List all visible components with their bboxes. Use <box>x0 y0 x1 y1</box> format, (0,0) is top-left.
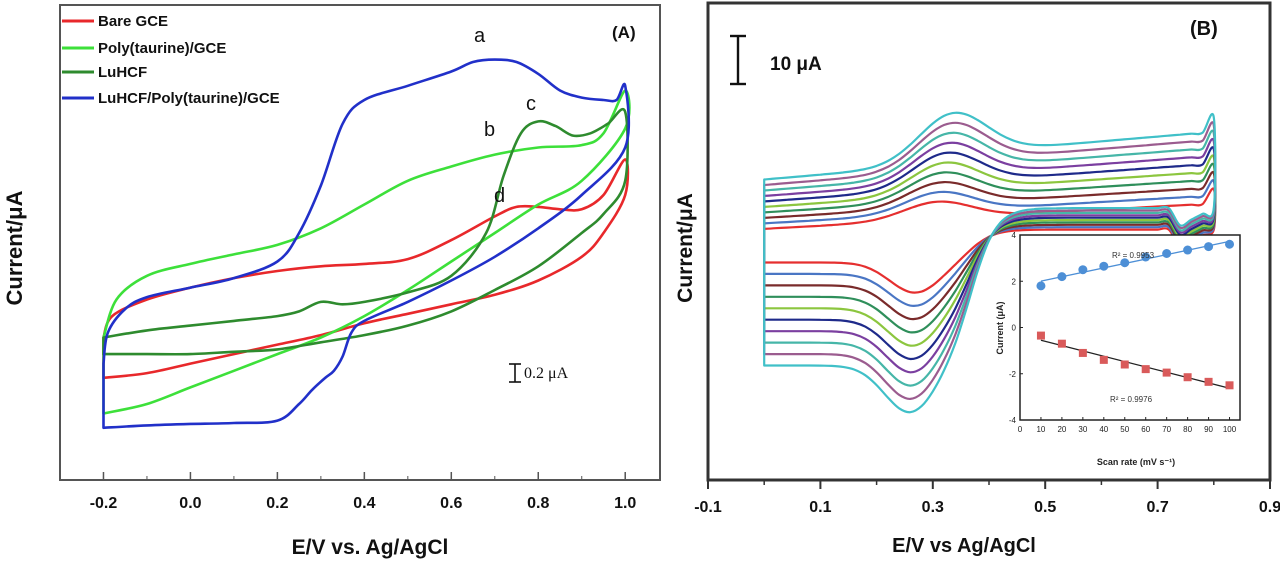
legend-label-poly-taurine: Poly(taurine)/GCE <box>98 40 226 57</box>
panel-a-x-tick-label: 1.0 <box>614 495 636 512</box>
inset-point-anodic <box>1057 272 1067 282</box>
legend-label-luhcf-poly-taurine: LuHCF/Poly(taurine)/GCE <box>98 90 280 107</box>
panel-a-x-tick-label: 0.4 <box>353 495 375 512</box>
panel-a-legend: Bare GCE Poly(taurine)/GCE LuHCF LuHCF/P… <box>62 13 280 107</box>
panel-b-x-tick-label: -0.1 <box>694 499 722 516</box>
inset-point-cathodic <box>1183 373 1192 382</box>
panel-a-x-tick-label: 0.0 <box>179 495 201 512</box>
curve-label-d: d <box>494 185 505 207</box>
cv-curve-100-mv-s <box>763 111 1217 414</box>
panel-b-x-tick-label: 0.3 <box>922 499 944 516</box>
panel-b-x-ticks: -0.1 0.1 0.3 0.5 0.7 0.9 <box>694 480 1280 516</box>
inset-point-cathodic <box>1225 381 1234 390</box>
inset-x-tick-label: 10 <box>1036 425 1045 434</box>
inset-point-anodic <box>1183 245 1193 255</box>
inset-point-cathodic <box>1036 331 1045 340</box>
inset-point-cathodic <box>1057 339 1066 348</box>
panel-b: -0.1 0.1 0.3 0.5 0.7 0.9 10 μA (B) 0 10 20 30 40 5… <box>674 1 1280 557</box>
inset-x-tick-label: 80 <box>1183 425 1192 434</box>
inset-fit-line-anodic <box>1040 240 1230 282</box>
inset-y-tick-label: -2 <box>1009 370 1017 379</box>
panel-a-x-tick-label: 0.2 <box>266 495 288 512</box>
panel-a-x-axis-title: E/V vs. Ag/AgCl <box>292 536 449 559</box>
panel-b-x-tick-label: 0.1 <box>809 499 831 516</box>
curve-label-b: b <box>484 119 495 141</box>
panel-a-x-tick-label: 0.8 <box>527 495 549 512</box>
inset-r2-cathodic: R² = 0.9976 <box>1110 395 1153 404</box>
legend-label-bare-gce: Bare GCE <box>98 13 168 30</box>
panel-a-curves <box>102 58 631 430</box>
inset-x-tick-label: 100 <box>1223 425 1237 434</box>
inset-point-cathodic <box>1141 365 1150 374</box>
panel-a-y-axis-title: Current/μA <box>2 190 27 305</box>
panel-b-x-tick-label: 0.9 <box>1259 499 1280 516</box>
panel-b-scale-bar: 10 μA <box>730 34 822 86</box>
inset-x-tick-label: 50 <box>1120 425 1129 434</box>
panel-a-x-tick-label: -0.2 <box>90 495 118 512</box>
panel-b-label: (B) <box>1190 18 1218 40</box>
legend-label-luhcf: LuHCF <box>98 64 147 81</box>
inset-point-anodic <box>1141 252 1151 262</box>
inset-y-axis-title: Current (μA) <box>995 301 1005 354</box>
panel-b-curves <box>763 111 1217 414</box>
cv-curve-luhcf <box>102 107 629 356</box>
inset-point-cathodic <box>1078 348 1087 357</box>
inset-y-tick-label: 2 <box>1012 277 1017 286</box>
inset-x-tick-label: 60 <box>1141 425 1150 434</box>
panel-a: -0.2 0.0 0.2 0.4 0.6 0.8 1.0 Bare GCE Poly(tau… <box>2 4 661 559</box>
inset-point-anodic <box>1078 265 1088 275</box>
panel-b-scale-bar-label: 10 μA <box>770 54 822 75</box>
cv-curve-luhcf-poly-taurine-gce <box>102 58 631 430</box>
panel-a-x-tick-label: 0.6 <box>440 495 462 512</box>
inset-point-anodic <box>1036 281 1046 291</box>
panel-a-scale-bar-label: 0.2 μA <box>524 365 569 382</box>
inset-x-tick-label: 90 <box>1204 425 1213 434</box>
panel-a-label: (A) <box>612 23 636 42</box>
inset-point-cathodic <box>1204 377 1213 386</box>
curve-label-a: a <box>474 25 486 47</box>
inset-x-tick-label: 70 <box>1162 425 1171 434</box>
inset-point-anodic <box>1099 261 1109 271</box>
inset-point-cathodic <box>1099 355 1108 364</box>
curve-label-c: c <box>526 93 536 115</box>
panel-a-scale-bar: 0.2 μA <box>509 363 569 383</box>
inset-frame <box>1019 234 1241 421</box>
inset-y-tick-label: -4 <box>1009 416 1017 425</box>
inset-x-tick-label: 30 <box>1078 425 1087 434</box>
inset-fit-line-cathodic <box>1040 339 1230 389</box>
panel-b-x-axis-title: E/V vs Ag/AgCl <box>892 535 1036 557</box>
panel-b-x-tick-label: 0.7 <box>1146 499 1168 516</box>
inset-x-tick-label: 20 <box>1057 425 1066 434</box>
inset-r2-anodic: R² = 0.9953 <box>1112 251 1155 260</box>
inset-y-tick-label: 0 <box>1012 324 1017 333</box>
inset-point-anodic <box>1162 249 1172 258</box>
inset-point-anodic <box>1120 258 1130 268</box>
inset-point-cathodic <box>1120 360 1129 369</box>
inset-point-cathodic <box>1162 368 1171 377</box>
panel-b-x-tick-label: 0.5 <box>1034 499 1056 516</box>
inset-x-axis-title: Scan rate (mV s⁻¹) <box>1097 457 1175 467</box>
panel-a-x-ticks: -0.2 0.0 0.2 0.4 0.6 0.8 1.0 <box>59 472 636 512</box>
panel-b-y-axis-title: Current/μA <box>674 193 697 303</box>
inset-x-tick-label: 0 <box>1018 425 1023 434</box>
inset-point-anodic <box>1225 239 1235 249</box>
inset-point-anodic <box>1204 242 1214 252</box>
cv-curve-bare-gce <box>102 158 630 380</box>
inset-y-tick-label: 4 <box>1012 231 1017 240</box>
inset-x-tick-label: 40 <box>1099 425 1108 434</box>
